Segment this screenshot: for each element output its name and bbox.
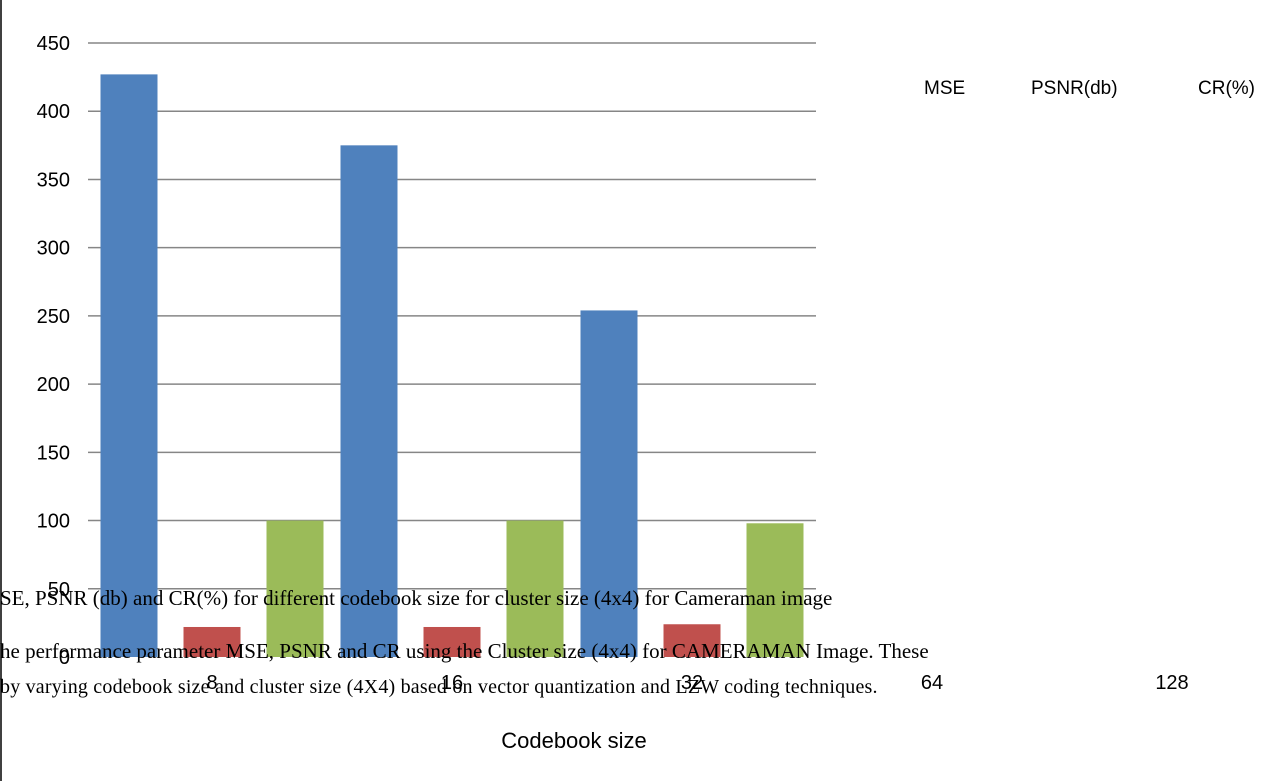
y-tick-label: 150 (37, 442, 70, 464)
x-tick-label: 16 (441, 672, 463, 694)
y-tick-label: 100 (37, 511, 70, 533)
bar-mse-16 (340, 145, 398, 658)
bar-psnr-db--8 (183, 626, 241, 657)
paragraph-line-2: by varying codebook size and cluster siz… (0, 676, 878, 698)
x-tick-label: 128 (1155, 672, 1188, 694)
y-tick-labels: 0 50 100 150 200 250 300 350 400 450 (37, 33, 70, 669)
bar-psnr-db--16 (423, 626, 481, 657)
x-axis-title: Codebook size (501, 728, 647, 753)
y-tick-label: 200 (37, 374, 70, 396)
legend-label-psnr-db-: PSNR(db) (1031, 78, 1118, 99)
gridlines (88, 42, 816, 590)
bar-psnr-db--32 (663, 624, 721, 657)
x-tick-label: 8 (206, 672, 217, 694)
bar-cr--32 (746, 523, 804, 657)
x-tick-labels: 8 16 32 64 128 (206, 672, 1188, 694)
legend-label-cr-: CR(%) (1198, 78, 1255, 99)
bar-mse-8 (100, 74, 158, 658)
y-tick-label: 350 (37, 169, 70, 191)
figure-caption: SE, PSNR (db) and CR(%) for different co… (0, 586, 833, 610)
legend: MSE PSNR(db) CR(%) (924, 78, 1255, 99)
bar-cr--8 (266, 520, 324, 657)
x-tick-label: 64 (921, 672, 943, 694)
y-tick-label: 450 (37, 33, 70, 55)
y-tick-label: 50 (48, 579, 70, 601)
bar-cr--16 (506, 520, 564, 657)
bar-mse-32 (580, 310, 638, 657)
x-tick-label: 32 (681, 672, 703, 694)
y-tick-label: 400 (37, 101, 70, 123)
legend-label-mse: MSE (924, 78, 965, 99)
bars (100, 74, 804, 658)
paragraph-line-1: he performance parameter MSE, PSNR and C… (0, 639, 929, 663)
y-tick-label: 250 (37, 306, 70, 328)
y-tick-label: 0 (59, 647, 70, 669)
y-tick-label: 300 (37, 238, 70, 260)
